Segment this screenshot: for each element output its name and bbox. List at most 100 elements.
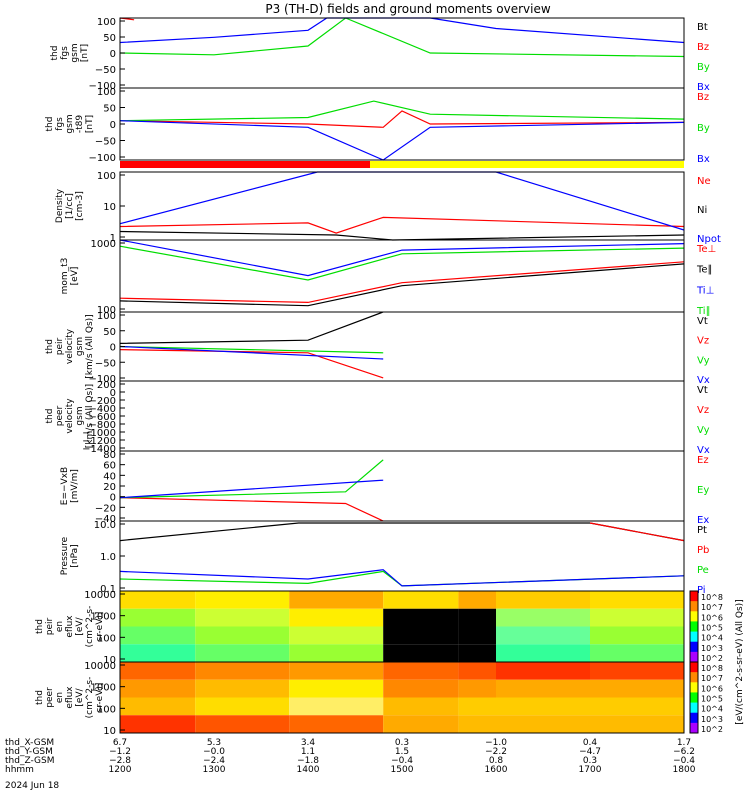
colorbar-frame bbox=[689, 661, 699, 734]
xaxis-value: −0.4 bbox=[673, 756, 695, 766]
heatmap-cell bbox=[496, 591, 590, 609]
series-density-red bbox=[119, 216, 685, 234]
heatmap-cell bbox=[195, 591, 290, 609]
heatmap-cell bbox=[120, 608, 196, 627]
xaxis-value: −2.8 bbox=[109, 756, 131, 766]
ytick-peer_velocity-2: −200 bbox=[89, 396, 116, 407]
ylabel-line: thd bbox=[45, 409, 55, 424]
legend-pressure-2: Pe bbox=[697, 565, 709, 576]
heatmap-cell bbox=[289, 608, 384, 627]
legend-pressure-1: Pb bbox=[697, 545, 709, 556]
heatmap-cell bbox=[383, 662, 459, 680]
xaxis-value: 1800 bbox=[673, 765, 696, 775]
colorbar-tick: 10^3 bbox=[701, 715, 723, 724]
colorbar-tick: 10^5 bbox=[701, 624, 723, 633]
panel-fgs_gsm_t89: Bz By Bx 100 50 0 −50 −100 thdfgsgsm-t89[nT] bbox=[45, 87, 710, 165]
ylabel-line: fgs bbox=[55, 117, 65, 131]
ylabel-line: sr-eV)] bbox=[95, 683, 105, 713]
heatmap-cell bbox=[590, 715, 684, 733]
legend-peer_velocity-1: Vz bbox=[697, 405, 709, 416]
mode-bar-slow bbox=[120, 161, 370, 168]
ytick-peer_velocity-3: −400 bbox=[89, 404, 116, 415]
series-mom_t3-red bbox=[119, 261, 685, 304]
xaxis-value: 1700 bbox=[579, 765, 602, 775]
heatmap-cell bbox=[496, 662, 590, 680]
colorbar-segment bbox=[690, 591, 698, 602]
colorbar-segment bbox=[690, 611, 698, 622]
ylabel-line: en bbox=[55, 692, 65, 703]
ytick-fgs_gsm-2: 0 bbox=[110, 49, 116, 60]
series-mom_t3-green bbox=[119, 245, 685, 281]
ylabel-line: mom_t3 bbox=[60, 258, 70, 295]
ytick-peir_en_eflux-2: 100 bbox=[97, 633, 116, 644]
ytick-pressure-0: 10.0 bbox=[94, 520, 116, 531]
colorbar-tick: 10^2 bbox=[701, 654, 723, 663]
xaxis-value: −0.0 bbox=[203, 747, 225, 757]
panel-density: Ne Ni Npot 100 10 1 Density[1/cc][cm-3] bbox=[55, 171, 721, 245]
ytick-E_VxB-0: 80 bbox=[103, 450, 116, 461]
heatmap-cell bbox=[195, 679, 290, 698]
colorbar-label: [eV/(cm^2-s-sr-eV) (All Qs)] bbox=[735, 599, 745, 724]
series-E_VxB-green bbox=[119, 459, 384, 499]
ytick-E_VxB-3: 20 bbox=[103, 482, 116, 493]
xaxis-value: −1.0 bbox=[485, 738, 507, 748]
colorbar-tick: 10^4 bbox=[701, 634, 723, 643]
heatmap-cell bbox=[383, 644, 459, 662]
colorbar-tick: 10^5 bbox=[701, 695, 723, 704]
ytick-fgs_gsm-0: 100 bbox=[97, 17, 116, 28]
xaxis-value: 1.5 bbox=[395, 747, 409, 757]
ytick-peir_velocity-0: 100 bbox=[97, 311, 116, 322]
xaxis-row-label: thd_X-GSM bbox=[5, 738, 54, 748]
heatmap-cell bbox=[120, 626, 196, 645]
colorbar-segment bbox=[690, 682, 698, 693]
ytick-pressure-2: 0.1 bbox=[100, 584, 116, 595]
colorbar-tick: 10^7 bbox=[701, 674, 723, 683]
ytick-mom_t3-0: 1000 bbox=[91, 239, 116, 250]
ylabel-line: gsm bbox=[70, 43, 80, 62]
colorbar-tick: 10^7 bbox=[701, 603, 723, 612]
heatmap-cell bbox=[289, 644, 384, 662]
legend-pressure-3: Pi bbox=[697, 585, 706, 596]
date-label: 2024 Jun 18 bbox=[5, 781, 59, 791]
ylabel-line: E=−VxB bbox=[60, 467, 70, 505]
ytick-E_VxB-4: 0 bbox=[110, 493, 116, 504]
xaxis-value: 6.7 bbox=[113, 738, 127, 748]
heatmap-cell bbox=[458, 626, 496, 645]
panel-frame bbox=[119, 239, 685, 313]
ylabel-line: [eV/ bbox=[75, 616, 85, 635]
heatmap-cell bbox=[458, 662, 496, 680]
legend-peer_velocity-3: Vx bbox=[697, 445, 710, 456]
ytick-fgs_gsm_t89-0: 100 bbox=[97, 87, 116, 98]
ylabel-line: eflux bbox=[65, 615, 75, 638]
heatmap-cell bbox=[289, 679, 384, 698]
series-fgs_gsm-green bbox=[119, 17, 685, 58]
ytick-peer_velocity-6: −1000 bbox=[82, 428, 116, 439]
ylabel-line: [nT] bbox=[85, 115, 95, 133]
legend-peir_velocity-3: Vx bbox=[697, 375, 710, 386]
ylabel-line: (cm^2-s- bbox=[85, 606, 95, 648]
ytick-peir_en_eflux-1: 1000 bbox=[91, 612, 116, 623]
xaxis-value: 0.8 bbox=[489, 756, 504, 766]
heatmap-cell bbox=[195, 626, 290, 645]
xaxis-value: 1600 bbox=[485, 765, 508, 775]
panel-frame bbox=[119, 380, 685, 452]
colorbar-segment bbox=[690, 651, 698, 663]
xaxis-row-label: thd_Y-GSM bbox=[5, 747, 53, 757]
ylabel-line: peer bbox=[45, 687, 55, 708]
ytick-fgs_gsm_t89-2: 0 bbox=[110, 120, 116, 131]
xaxis-value: 0.4 bbox=[583, 738, 598, 748]
heatmap-cell bbox=[496, 644, 590, 662]
heatmap-cell bbox=[383, 715, 459, 733]
ytick-peir_en_eflux-0: 10000 bbox=[84, 590, 116, 601]
colorbar-segment bbox=[690, 621, 698, 633]
panel-frame bbox=[119, 661, 685, 734]
panel-peer_en_eflux: 10000 1000 100 10 thdpeereneflux[eV/(cm^2-s-… bbox=[35, 661, 685, 737]
ytick-peer_en_eflux-3: 10 bbox=[103, 726, 116, 737]
ylabel-line: [km/s (All Qs)] bbox=[85, 314, 95, 378]
ylabel-line: (cm^2-s- bbox=[85, 677, 95, 719]
legend-E_VxB-1: Ey bbox=[697, 485, 709, 496]
series-peir_velocity-blue bbox=[119, 345, 384, 360]
ytick-density-2: 1 bbox=[110, 233, 116, 244]
heatmap-cell bbox=[195, 697, 290, 716]
